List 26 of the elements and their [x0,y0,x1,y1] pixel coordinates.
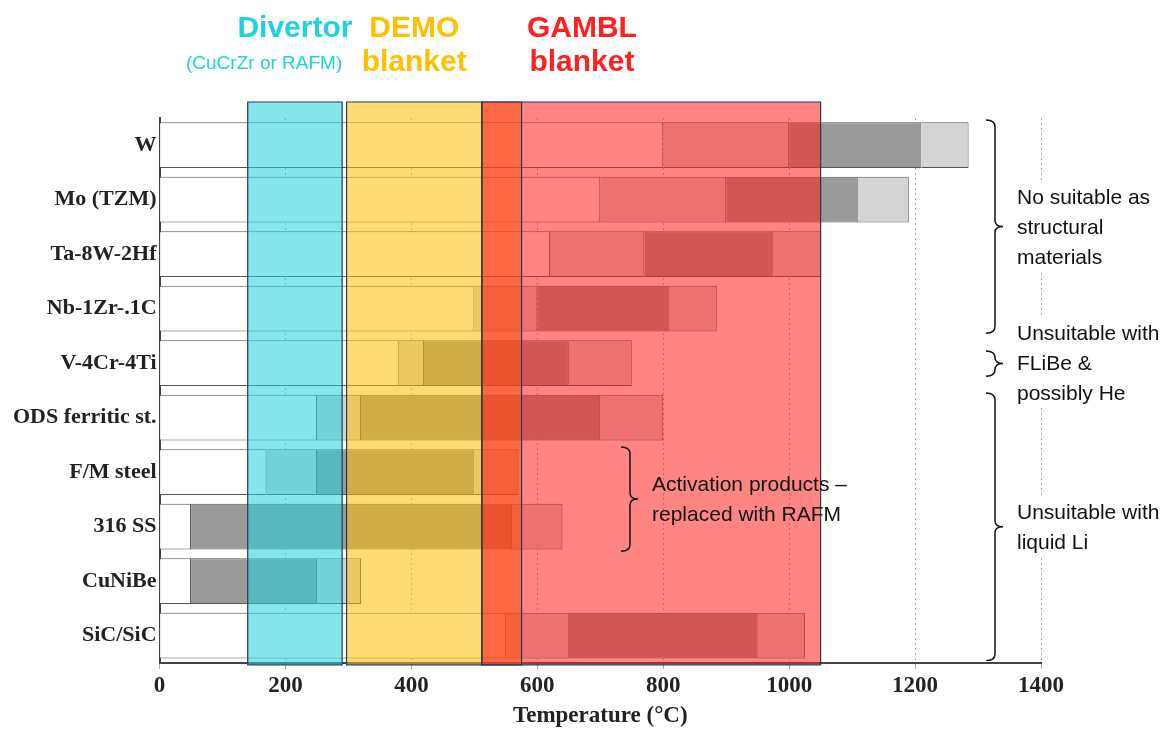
x-tick-label: 200 [268,671,303,697]
y-tick-label: W [134,130,157,156]
y-tick-label: SiC/SiC [81,621,157,647]
x-tick-label: 400 [394,671,429,697]
y-tick-label: ODS ferritic st. [13,403,157,429]
y-tick-label: Ta-8W-2Hf [50,239,158,265]
y-tick-label: F/M steel [69,457,157,483]
annotation: Unsuitable with liquid Li [1017,496,1165,557]
y-tick-label: CuNiBe [82,566,157,592]
y-tick-label: V-4Cr-4Ti [60,348,157,374]
y-tick-label: Mo (TZM) [54,185,157,211]
annotation: No suitable as structural materials [1017,181,1165,272]
band-label: Divertor [236,10,354,44]
x-axis-title: Temperature (°C) [512,702,688,728]
x-tick-label: 0 [153,671,166,697]
x-tick-label: 1000 [766,671,813,697]
annotation: Unsuitable with FLiBe & possibly He [1017,318,1165,409]
x-tick-label: 1400 [1018,671,1064,697]
band-label: GAMBL blanket [525,10,638,78]
band-label: DEMO blanket [361,10,467,77]
x-tick-label: 800 [645,671,681,697]
y-tick-label: Nb-1Zr-.1C [46,294,157,320]
x-tick-label: 600 [520,671,555,697]
x-tick-label: 1200 [892,671,939,697]
text: (CuCrZr or RAFM) [186,51,343,75]
y-tick-label: 316 SS [93,512,157,538]
